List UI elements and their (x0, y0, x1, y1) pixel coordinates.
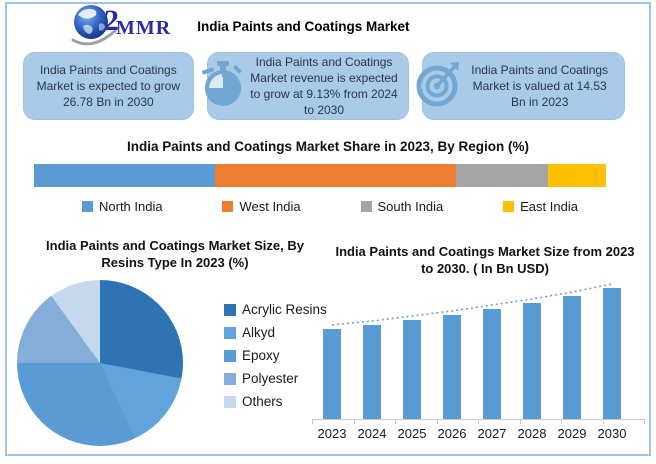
year-bar (483, 309, 501, 419)
year-bar (563, 296, 581, 419)
year-bar (523, 303, 541, 419)
legend-item: Polyester (224, 371, 327, 386)
legend-label: North India (99, 199, 163, 214)
year-label: 2025 (397, 426, 427, 441)
year-bar (323, 329, 341, 419)
legend-item: North India (82, 199, 163, 214)
pie-legend: Acrylic Resins Alkyd Epoxy Polyester Others (224, 302, 327, 409)
pie-chart-title: India Paints and Coatings Market Size, B… (46, 238, 304, 270)
legend-item: Others (224, 394, 327, 409)
highlight-box-cagr: India Paints and Coatings Market revenue… (201, 52, 410, 120)
highlight-box-value-text: India Paints and Coatings Market is valu… (471, 63, 609, 109)
axis-tick (395, 419, 396, 424)
year-label: 2029 (557, 426, 587, 441)
legend-label: Acrylic Resins (242, 302, 327, 317)
legend-label: West India (239, 199, 301, 214)
legend-swatch (224, 326, 236, 339)
region-segment (547, 164, 606, 187)
header: 2 MMR India Paints and Coatings Market (70, 4, 410, 46)
legend-label: Epoxy (242, 348, 280, 363)
axis-tick (478, 419, 479, 424)
year-bar (443, 315, 461, 419)
highlight-box-growth-text: India Paints and Coatings Market is expe… (36, 63, 181, 109)
region-legend: North India West India South India East Ind… (82, 199, 578, 214)
globe-icon (71, 5, 117, 46)
legend-item: Alkyd (224, 325, 327, 340)
bar-chart-title: India Paints and Coatings Market Size fr… (335, 244, 635, 276)
bar-plot (312, 283, 645, 424)
axis-tick (644, 419, 645, 424)
highlight-box-growth: India Paints and Coatings Market is expe… (23, 52, 194, 120)
legend-label: East India (520, 199, 578, 214)
axis-tick (353, 419, 355, 424)
year-bar (603, 288, 621, 419)
year-label: 2030 (597, 426, 627, 441)
region-segment (455, 164, 548, 187)
year-label: 2023 (317, 426, 347, 441)
legend-label: Polyester (242, 371, 299, 386)
legend-swatch (224, 349, 236, 362)
legend-swatch (82, 201, 93, 212)
year-label: 2027 (477, 426, 507, 441)
year-bar (363, 325, 381, 419)
region-stacked-bar (34, 164, 606, 187)
legend-label: Alkyd (242, 325, 276, 340)
year-label: 2026 (437, 426, 467, 441)
axis-tick (602, 419, 604, 424)
trendline (331, 283, 613, 326)
highlight-boxes: India Paints and Coatings Market is expe… (23, 52, 626, 120)
highlight-box-cagr-text: India Paints and Coatings Market revenue… (250, 55, 398, 117)
legend-swatch (224, 395, 236, 408)
year-label: 2028 (517, 426, 547, 441)
resins-pie-chart (17, 280, 183, 446)
legend-swatch (222, 201, 234, 212)
bar-x-axis-labels: 2023 2024 2025 2026 2027 2028 2029 2030 (312, 426, 644, 444)
legend-swatch (224, 372, 236, 385)
axis-tick (519, 419, 521, 424)
axis-tick (312, 419, 313, 424)
region-segment (34, 164, 215, 187)
region-segment (214, 164, 456, 187)
legend-label: South India (377, 199, 444, 214)
region-chart-title: India Paints and Coatings Market Share i… (126, 139, 530, 154)
legend-label: Others (242, 394, 283, 409)
axis-tick (436, 419, 438, 424)
legend-item: South India (360, 199, 444, 214)
year-bar (403, 320, 421, 419)
legend-item: Epoxy (224, 348, 327, 363)
legend-item: Acrylic Resins (224, 302, 327, 317)
logo-swoosh-2: 2 (104, 4, 119, 37)
logo-text: MMR (116, 16, 172, 39)
stopwatch-icon (200, 59, 246, 113)
target-icon (415, 59, 465, 113)
legend-item: East India (503, 199, 578, 214)
highlight-box-value: India Paints and Coatings Market is valu… (416, 52, 626, 120)
mmr-logo: 2 MMR (70, 2, 171, 48)
legend-swatch (360, 201, 372, 212)
page-title: India Paints and Coatings Market (197, 18, 410, 34)
year-label: 2024 (357, 426, 387, 441)
legend-swatch (224, 303, 236, 316)
axis-tick (561, 419, 562, 424)
legend-item: West India (222, 199, 301, 214)
legend-swatch (503, 201, 515, 212)
